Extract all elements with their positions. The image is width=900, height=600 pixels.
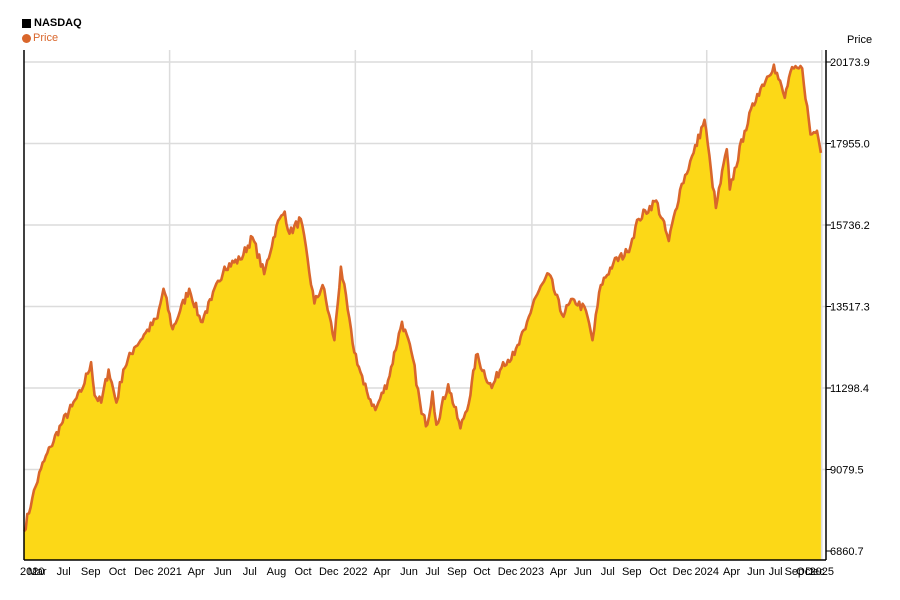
x-tick-label: Jul [601, 566, 615, 578]
x-tick-label: 2023 [520, 566, 544, 578]
x-tick-label: Sep [447, 566, 467, 578]
x-tick-label: Dec [134, 566, 154, 578]
legend-title-swatch [22, 18, 31, 28]
x-tick-label: Aug [267, 566, 287, 578]
x-tick-label: Sep [81, 566, 101, 578]
x-tick-label: Oct [294, 566, 311, 578]
y-axis-ticks: 6860.7 9079.5 11298.4 13517.3 15736.2 17955.0… [826, 57, 870, 558]
x-tick-label: Dec [498, 566, 518, 578]
y-tick-label: 11298.4 [830, 383, 869, 395]
legend-series-label: Price [33, 32, 59, 44]
x-tick-label: Jun [747, 566, 765, 578]
x-tick-label: Apr [550, 566, 567, 578]
x-tick-label: 2020 [20, 566, 44, 578]
y-tick-label: 9079.5 [830, 465, 864, 477]
x-tick-label: Jul [425, 566, 439, 578]
x-tick-label: Oct [649, 566, 666, 578]
x-tick-label: Dec [805, 566, 825, 578]
axes [23, 50, 827, 561]
price-area-fill [24, 64, 821, 560]
legend-title: NASDAQ [22, 17, 82, 29]
x-tick-label: Sep [622, 566, 642, 578]
y-tick-label: 6860.7 [830, 546, 864, 558]
x-tick-label: Oct [473, 566, 490, 578]
x-tick-label: Jul [769, 566, 783, 578]
x-tick-label: Apr [723, 566, 740, 578]
x-tick-label: Oct [796, 566, 813, 578]
y-tick-label: 20173.9 [830, 57, 870, 69]
x-tick-label: Apr [188, 566, 205, 578]
y-tick-label: 13517.3 [830, 302, 870, 314]
x-tick-label: Jun [214, 566, 232, 578]
y-axis-title: Price [847, 34, 873, 46]
x-tick-label: 2024 [694, 566, 718, 578]
x-tick-label: Mar [28, 566, 47, 578]
x-tick-label: Oct [109, 566, 126, 578]
x-tick-label: 2025 [810, 566, 834, 578]
x-tick-label: Dec [319, 566, 339, 578]
x-tick-label: Jul [57, 566, 71, 578]
legend-series[interactable]: Price [22, 32, 58, 44]
x-tick-label: Apr [373, 566, 390, 578]
x-tick-label: 2021 [157, 566, 181, 578]
price-line [23, 63, 823, 533]
x-tick-label: 2022 [343, 566, 367, 578]
x-tick-label: Jun [574, 566, 592, 578]
y-tick-label: 15736.2 [830, 220, 870, 232]
y-tick-label: 17955.0 [830, 139, 870, 151]
x-tick-label: Dec [673, 566, 693, 578]
legend-title-text: NASDAQ [34, 17, 82, 29]
x-tick-label: Sep [785, 566, 805, 578]
x-tick-label: Jul [243, 566, 257, 578]
legend-series-swatch [22, 33, 31, 43]
x-tick-label: Jun [400, 566, 418, 578]
